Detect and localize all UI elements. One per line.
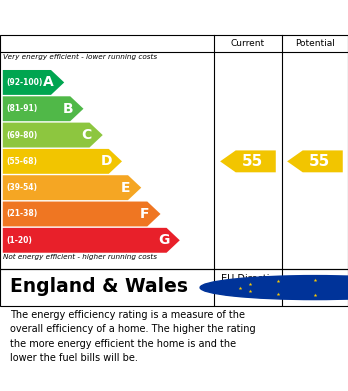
- Text: Current: Current: [231, 39, 265, 48]
- Text: (81-91): (81-91): [6, 104, 38, 113]
- Polygon shape: [3, 228, 180, 253]
- Text: (69-80): (69-80): [6, 131, 38, 140]
- Text: (21-38): (21-38): [6, 210, 38, 219]
- Text: (39-54): (39-54): [6, 183, 37, 192]
- Text: (1-20): (1-20): [6, 236, 32, 245]
- Polygon shape: [220, 151, 276, 172]
- Polygon shape: [3, 149, 122, 174]
- Text: B: B: [62, 102, 73, 116]
- Text: England & Wales: England & Wales: [10, 277, 188, 296]
- Text: Not energy efficient - higher running costs: Not energy efficient - higher running co…: [3, 254, 158, 260]
- Text: 55: 55: [309, 154, 330, 169]
- Polygon shape: [3, 70, 64, 95]
- Text: 55: 55: [242, 154, 263, 169]
- Text: A: A: [43, 75, 54, 90]
- Text: G: G: [158, 233, 169, 247]
- Text: The energy efficiency rating is a measure of the
overall efficiency of a home. T: The energy efficiency rating is a measur…: [10, 310, 256, 363]
- Circle shape: [200, 276, 348, 300]
- Text: (55-68): (55-68): [6, 157, 37, 166]
- Text: D: D: [100, 154, 112, 169]
- Text: Potential: Potential: [295, 39, 335, 48]
- Text: F: F: [140, 207, 149, 221]
- Text: Energy Efficiency Rating: Energy Efficiency Rating: [10, 10, 220, 25]
- Text: (92-100): (92-100): [6, 78, 43, 87]
- Text: E: E: [121, 181, 130, 195]
- Polygon shape: [3, 175, 141, 200]
- Polygon shape: [287, 151, 343, 172]
- Polygon shape: [3, 123, 103, 147]
- Polygon shape: [3, 201, 160, 226]
- Text: Very energy efficient - lower running costs: Very energy efficient - lower running co…: [3, 54, 158, 60]
- Text: EU Directive
2002/91/EC: EU Directive 2002/91/EC: [221, 274, 281, 296]
- Polygon shape: [3, 96, 84, 121]
- Text: C: C: [82, 128, 92, 142]
